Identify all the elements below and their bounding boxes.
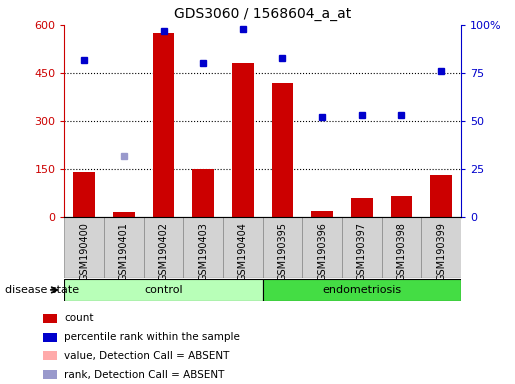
Bar [43,314,57,323]
Text: value, Detection Call = ABSENT: value, Detection Call = ABSENT [64,351,230,361]
Bar [64,279,263,301]
Bar [43,370,57,379]
Bar [390,196,413,217]
Text: GSM190395: GSM190395 [278,222,287,281]
Bar [263,217,302,278]
Bar [421,217,461,278]
Bar [144,217,183,278]
Text: disease state: disease state [5,285,79,295]
Bar [271,83,294,217]
Bar [64,217,104,278]
Bar [43,351,57,361]
Title: GDS3060 / 1568604_a_at: GDS3060 / 1568604_a_at [174,7,351,21]
Text: GSM190396: GSM190396 [317,222,327,281]
Text: endometriosis: endometriosis [322,285,401,295]
Bar [382,217,421,278]
Bar [113,212,135,217]
Bar [192,169,214,217]
Bar [351,198,373,217]
Bar [104,217,144,278]
Bar [43,333,57,342]
Text: GSM190397: GSM190397 [357,222,367,281]
Text: rank, Detection Call = ABSENT: rank, Detection Call = ABSENT [64,370,225,380]
Bar [183,217,223,278]
Text: GSM190402: GSM190402 [159,222,168,281]
Text: GSM190399: GSM190399 [436,222,446,281]
Text: GSM190404: GSM190404 [238,222,248,281]
Text: GSM190400: GSM190400 [79,222,89,281]
Bar [263,279,461,301]
Text: count: count [64,313,94,323]
Bar [311,210,333,217]
Bar [232,63,254,217]
Bar [342,217,382,278]
Text: GSM190403: GSM190403 [198,222,208,281]
Bar [302,217,342,278]
Bar [223,217,263,278]
Text: percentile rank within the sample: percentile rank within the sample [64,332,240,342]
Text: GSM190398: GSM190398 [397,222,406,281]
Text: control: control [144,285,183,295]
Bar [152,33,175,217]
Text: GSM190401: GSM190401 [119,222,129,281]
Bar [430,175,452,217]
Bar [73,172,95,217]
